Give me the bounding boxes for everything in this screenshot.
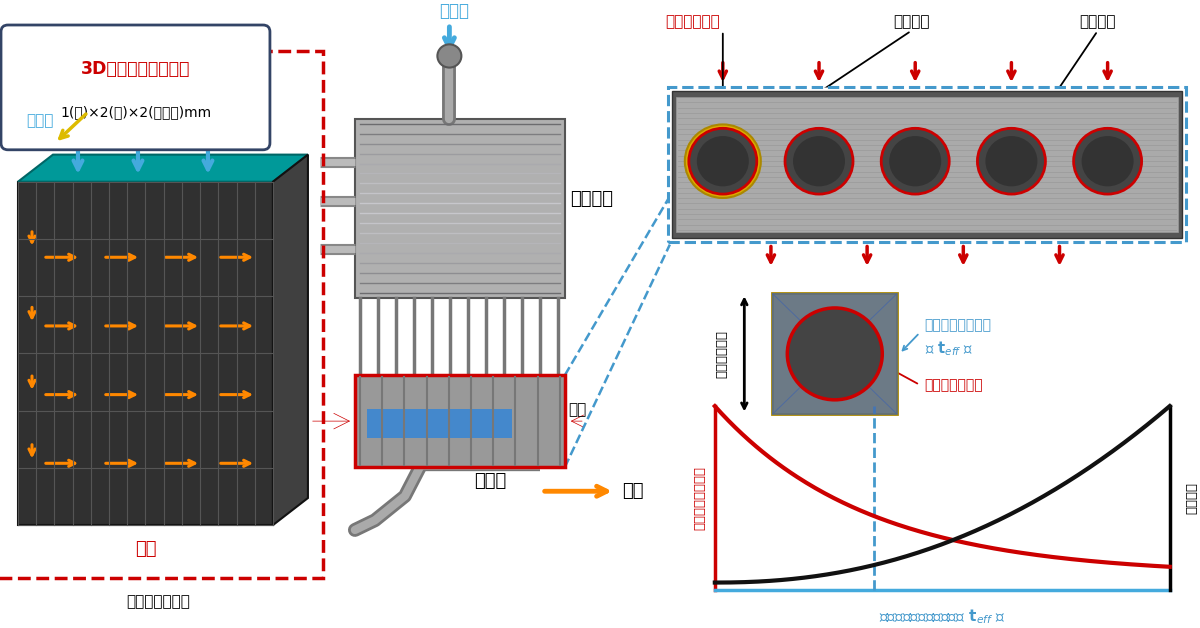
Bar — [355, 375, 565, 467]
Text: 平均ウィック有効厚さ（ t$_{eff}$ ）: 平均ウィック有効厚さ（ t$_{eff}$ ） — [878, 607, 1006, 626]
Text: リザーバ: リザーバ — [570, 190, 613, 208]
Text: 蒸発器: 蒸発器 — [474, 472, 506, 490]
Bar — [672, 91, 1182, 238]
Circle shape — [787, 308, 882, 400]
Text: 1(幅)×2(高)×2(ピッチ)mm: 1(幅)×2(高)×2(ピッチ)mm — [60, 105, 211, 119]
Text: ウィック有効厚さ: ウィック有効厚さ — [925, 318, 991, 332]
Circle shape — [437, 45, 461, 68]
FancyBboxPatch shape — [1, 25, 270, 150]
Circle shape — [785, 128, 853, 194]
Polygon shape — [773, 354, 898, 414]
Text: （ t$_{eff}$ ）: （ t$_{eff}$ ） — [925, 340, 973, 359]
Circle shape — [978, 128, 1045, 194]
Bar — [676, 97, 1177, 232]
FancyBboxPatch shape — [355, 119, 565, 298]
Circle shape — [889, 136, 941, 187]
Circle shape — [985, 136, 1038, 187]
Text: ウィック高さ: ウィック高さ — [716, 330, 728, 378]
Polygon shape — [773, 293, 898, 354]
Bar — [18, 181, 272, 525]
Text: 【蒸発器内部】: 【蒸発器内部】 — [126, 594, 190, 609]
Circle shape — [685, 124, 761, 198]
Polygon shape — [272, 154, 308, 525]
Text: 戻り液: 戻り液 — [439, 2, 469, 20]
Circle shape — [793, 136, 845, 187]
Text: 蒸気: 蒸気 — [622, 482, 643, 501]
Text: 熱コンダクタンス: 熱コンダクタンス — [694, 466, 707, 530]
Bar — [773, 293, 898, 414]
Polygon shape — [18, 154, 308, 181]
Text: 入熱: 入熱 — [568, 402, 586, 417]
Circle shape — [697, 136, 749, 187]
Circle shape — [1081, 136, 1134, 187]
Text: 蒸気: 蒸気 — [134, 539, 156, 558]
Text: ウィック: ウィック — [1080, 14, 1116, 29]
Circle shape — [689, 128, 757, 194]
Text: 流動圧損: 流動圧損 — [1186, 482, 1199, 514]
Polygon shape — [835, 293, 898, 414]
Bar — [668, 87, 1186, 242]
Bar — [0, 51, 323, 578]
Bar — [367, 409, 512, 438]
Circle shape — [881, 128, 949, 194]
Text: ウィックコア径: ウィックコア径 — [925, 378, 983, 392]
Text: ウィックコア: ウィックコア — [666, 14, 720, 29]
Circle shape — [1074, 128, 1141, 194]
Text: 3D微細グルーブ構造: 3D微細グルーブ構造 — [82, 60, 191, 77]
Polygon shape — [773, 293, 835, 414]
Text: グルーブ: グルーブ — [893, 14, 930, 29]
Text: 戻り液: 戻り液 — [26, 114, 53, 129]
